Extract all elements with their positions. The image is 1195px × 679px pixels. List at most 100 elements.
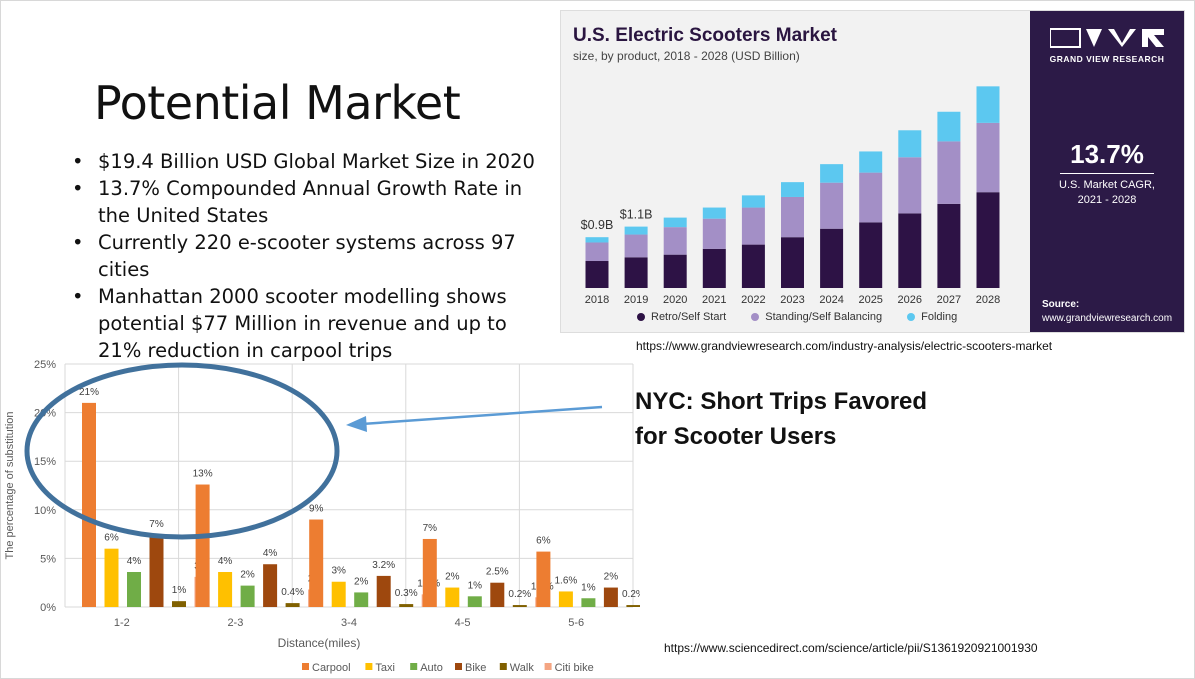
legend-item: Retro/Self Start: [637, 311, 726, 323]
bullet-item: Manhattan 2000 scooter modelling shows p…: [70, 283, 540, 364]
bar-data-label: 7%: [149, 519, 164, 530]
legend-swatch: [455, 663, 462, 670]
bar: [603, 587, 618, 607]
bar-data-label: 1.6%: [555, 575, 578, 586]
bar-data-label: 7%: [423, 523, 438, 534]
source-link-study[interactable]: https://www.sciencedirect.com/science/ar…: [664, 641, 1038, 655]
bar-segment: [663, 227, 687, 255]
bar: [536, 551, 551, 607]
legend-label: Citi bike: [555, 662, 594, 674]
bar-segment: [741, 244, 765, 288]
bar-data-label: 13%: [193, 469, 213, 480]
bullet-list: $19.4 Billion USD Global Market Size in …: [70, 148, 540, 364]
bar-data-label: 2%: [240, 570, 255, 581]
legend-swatch: [302, 663, 309, 670]
bar-segment: [820, 228, 844, 288]
cagr-label-line: 2021 - 2028: [1077, 194, 1137, 206]
bar: [82, 402, 96, 607]
market-chart-title: U.S. Electric Scooters Market: [573, 25, 837, 46]
bullet-item: Currently 220 e-scooter systems across 9…: [70, 229, 540, 283]
bar: [195, 484, 210, 607]
source-label: Source:: [1042, 299, 1080, 310]
source-url: www.grandviewresearch.com: [1042, 313, 1173, 324]
market-chart-panel: U.S. Electric Scooters Market size, by p…: [560, 10, 1185, 333]
bar-data-label: 6%: [536, 536, 551, 547]
x-tick-label: 1-2: [114, 617, 130, 629]
legend-swatch: [544, 663, 552, 670]
bar-data-label: 4%: [127, 556, 142, 567]
legend-label: Standing/Self Balancing: [765, 311, 883, 323]
market-chart-legend: Retro/Self Start Standing/Self Balancing…: [637, 311, 979, 323]
market-chart-subtitle: size, by product, 2018 - 2028 (USD Billi…: [573, 49, 800, 63]
y-tick-label: 5%: [40, 553, 56, 565]
y-tick-label: 15%: [34, 456, 56, 468]
bar-segment: [859, 222, 883, 288]
bar-segment: [702, 207, 726, 219]
bar-segment: [624, 226, 648, 235]
cagr-value: 13.7%: [1070, 139, 1144, 169]
bar-segment: [624, 257, 648, 288]
bar-data-label: 4%: [263, 548, 278, 559]
callout-text: NYC: Short Trips Favored for Scooter Use…: [635, 384, 927, 454]
source-link-market[interactable]: https://www.grandviewresearch.com/indust…: [636, 339, 1053, 353]
bar-segment: [585, 261, 609, 288]
bar: [490, 582, 505, 607]
legend-swatch: [751, 313, 760, 322]
cagr-divider: [1060, 173, 1154, 174]
x-tick-label: 2024: [819, 294, 843, 306]
bar-segment: [898, 157, 922, 214]
bar-data-label: 2%: [354, 576, 369, 587]
x-tick-label: 2020: [663, 294, 687, 306]
x-tick-label: 4-5: [455, 617, 471, 629]
x-tick-label: 2019: [624, 294, 648, 306]
x-axis-label: Distance(miles): [278, 636, 361, 650]
bar-data-label: 2.5%: [486, 567, 509, 578]
x-tick-label: 2021: [702, 294, 726, 306]
bar: [512, 605, 527, 607]
bar-segment: [976, 192, 1000, 288]
bar-data-label: 21%: [79, 387, 99, 398]
bullet-item: 13.7% Compounded Annual Growth Rate in t…: [70, 175, 540, 229]
legend-swatch: [499, 663, 507, 670]
bar: [422, 538, 437, 607]
substitution-grouped-bar-chart: 0% 5% 10% 15% 20% 25% 21% 6% 4% 7% 1% 3% 1-2 13% 4% 2% 4…: [4, 359, 640, 674]
bar: [218, 572, 233, 607]
bar-segment: [976, 122, 1000, 193]
bar: [172, 601, 186, 607]
bar-segment: [898, 130, 922, 158]
x-tick-label: 2027: [937, 294, 961, 306]
bar: [581, 598, 596, 607]
bar-segment: [937, 141, 961, 204]
legend-swatch: [365, 663, 373, 670]
bar-data-label: 0.3%: [395, 588, 418, 599]
legend-swatch: [637, 313, 645, 322]
bar-segment: [898, 213, 922, 288]
bar-segment: [702, 248, 726, 288]
legend-label: Bike: [465, 662, 486, 674]
y-axis-label: The percentage of substitution: [4, 412, 16, 560]
bar-data-label: 1%: [468, 580, 483, 591]
legend-label: Taxi: [375, 662, 395, 674]
x-tick-label: 2026: [898, 294, 922, 306]
y-tick-label: 20%: [34, 408, 56, 420]
bar-data-label: 9%: [309, 504, 324, 515]
bar: [309, 519, 324, 607]
cagr-label-line: U.S. Market CAGR,: [1059, 179, 1155, 191]
bar-segment: [585, 237, 609, 243]
bar-segment: [781, 196, 804, 238]
bar-data-label: 3%: [331, 566, 346, 577]
bar: [626, 605, 640, 607]
bar: [263, 564, 278, 607]
y-tick-label: 25%: [34, 359, 56, 371]
x-tick-label: 2025: [858, 294, 882, 306]
bar-data-label: 0.2%: [508, 589, 531, 600]
legend-swatch: [410, 663, 418, 670]
bar-segment: [585, 242, 609, 262]
bar: [558, 591, 573, 607]
bar-segment: [663, 217, 687, 228]
bar: [354, 592, 369, 607]
bar-segment: [937, 111, 961, 142]
bar-segment: [976, 86, 1000, 123]
bar: [331, 581, 346, 607]
y-tick-label: 10%: [34, 505, 56, 517]
